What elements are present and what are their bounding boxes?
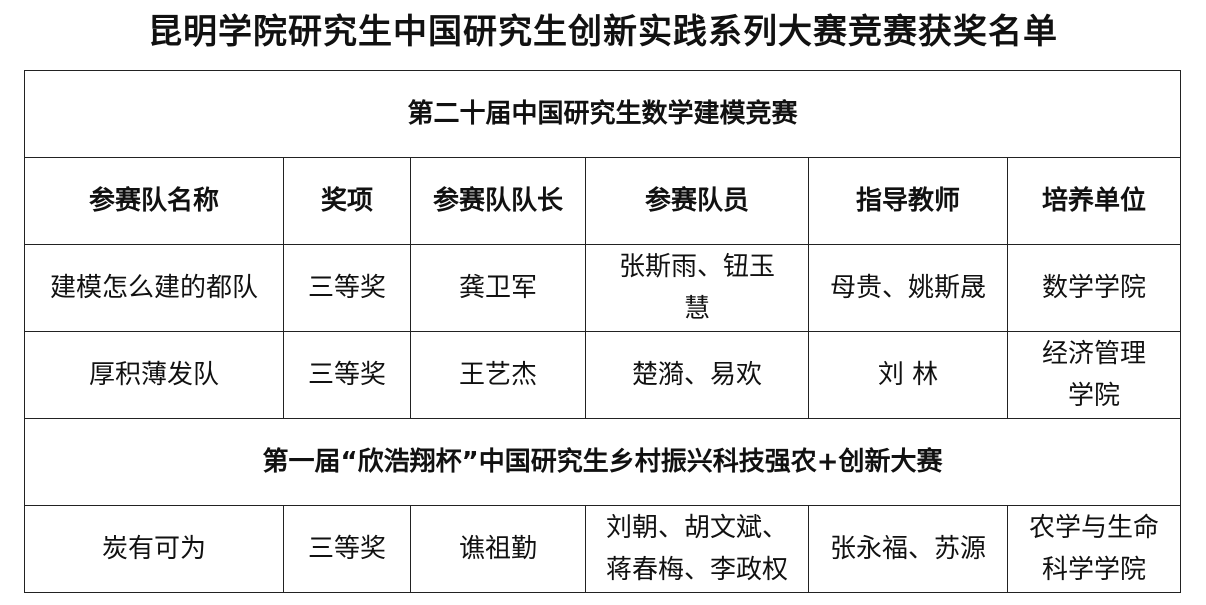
table-cell: 龚卫军: [410, 244, 586, 332]
table-cell: 三等奖: [283, 505, 411, 593]
cell-text: 龚卫军: [458, 273, 537, 303]
cell-text: 母贵、姚斯晟: [829, 273, 986, 303]
cell-text: 农学与生命: [1028, 513, 1159, 543]
award-table: 第二十届中国研究生数学建模竞赛 参赛队名称 奖项 参赛队队长 参赛队员 指导教师 培养单位建…: [24, 70, 1181, 593]
cell-text: 厚积薄发队: [88, 360, 219, 390]
table-row: 炭有可为 三等奖 谯祖勤 刘朝、胡文斌、 蒋春梅、李政权 张永福、苏源 农学与生命 科学学院: [24, 505, 1181, 593]
cell-text: 张永福、苏源: [829, 534, 986, 564]
cell-text: 炭有可为: [101, 534, 206, 564]
section-row: 第一届“欣浩翔杯”中国研究生乡村振兴科技强农+创新大赛: [24, 418, 1181, 506]
section-title: 第一届“欣浩翔杯”中国研究生乡村振兴科技强农+创新大赛: [24, 418, 1181, 506]
cell-text: 蒋春梅、李政权: [605, 555, 788, 585]
cell-text: 三等奖: [307, 360, 386, 390]
table-cell: 母贵、姚斯晟: [808, 244, 1008, 332]
table-cell: 楚漪、易欢: [585, 331, 809, 419]
table-cell: 王艺杰: [410, 331, 586, 419]
cell-text: 三等奖: [307, 534, 386, 564]
table-cell: 炭有可为: [24, 505, 284, 593]
cell-text: 三等奖: [307, 273, 386, 303]
page-title: 昆明学院研究生中国研究生创新实践系列大赛竞赛获奖名单: [148, 12, 1058, 52]
cell-text: 王艺杰: [458, 360, 537, 390]
column-header: 指导教师: [808, 157, 1008, 245]
column-header: 参赛队队长: [410, 157, 586, 245]
table-row: 建模怎么建的都队 三等奖 龚卫军 张斯雨、钮玉慧母贵、姚斯晟 数学学院: [24, 244, 1181, 332]
column-header: 参赛队员: [585, 157, 809, 245]
section-title: 第二十届中国研究生数学建模竞赛: [24, 70, 1181, 158]
cell-text: 楚漪、易欢: [631, 360, 762, 390]
cell-text: 学院: [1067, 381, 1120, 411]
table-cell: 张斯雨、钮玉慧: [585, 244, 809, 332]
table-cell: 刘 林: [808, 331, 1008, 419]
table-cell: 建模怎么建的都队: [24, 244, 284, 332]
table-cell: 谯祖勤: [410, 505, 586, 593]
table-cell: 刘朝、胡文斌、 蒋春梅、李政权: [585, 505, 809, 593]
cell-text: 建模怎么建的都队: [49, 273, 258, 303]
table-cell: 张永福、苏源: [808, 505, 1008, 593]
cell-text: 科学学院: [1041, 555, 1146, 585]
cell-text: 谯祖勤: [458, 534, 537, 564]
cell-text: 经济管理: [1041, 339, 1146, 369]
table-cell: 三等奖: [283, 244, 411, 332]
column-header: 奖项: [283, 157, 411, 245]
cell-text: 刘 林: [877, 360, 939, 390]
table-row: 厚积薄发队 三等奖 王艺杰 楚漪、易欢 刘 林 经济管理学院: [24, 331, 1181, 419]
cell-text: 慧: [683, 294, 710, 324]
table-cell: 农学与生命 科学学院: [1007, 505, 1181, 593]
column-header: 培养单位: [1007, 157, 1181, 245]
table-cell: 厚积薄发队: [24, 331, 284, 419]
column-header: 参赛队名称: [24, 157, 284, 245]
cell-text: 数学学院: [1041, 273, 1146, 303]
table-cell: 数学学院: [1007, 244, 1181, 332]
cell-text: 张斯雨、钮玉: [618, 252, 775, 282]
table-cell: 三等奖: [283, 331, 411, 419]
cell-text: 刘朝、胡文斌、: [605, 513, 788, 543]
section-row: 第二十届中国研究生数学建模竞赛: [24, 70, 1181, 158]
table-cell: 经济管理 学院: [1007, 331, 1181, 419]
header-row: 参赛队名称 奖项 参赛队队长 参赛队员 指导教师 培养单位: [24, 157, 1181, 245]
